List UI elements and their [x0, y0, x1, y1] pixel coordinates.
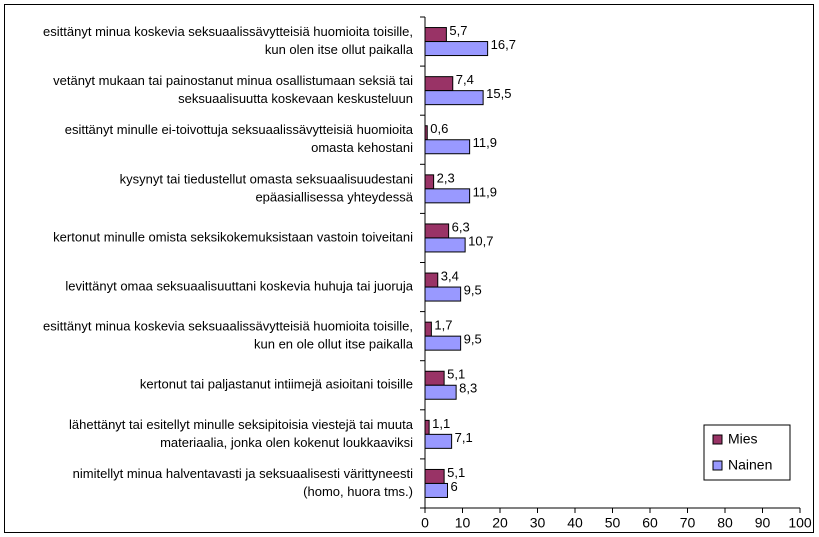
bar [424, 272, 439, 288]
y-tick-label: nimitellyt minua halventavasti ja seksua… [73, 466, 413, 481]
value-label: 9,5 [464, 332, 482, 347]
x-tick-label: 90 [755, 515, 771, 531]
y-tick-label: materiaalia, jonka olen kokenut loukkaav… [160, 435, 413, 450]
y-tick-label: esittänyt minua koskevia seksuaalissävyt… [43, 24, 413, 39]
y-tick-label: seksuaalisuutta koskevaan keskusteluun [178, 91, 413, 106]
bar [424, 321, 432, 337]
bar [424, 139, 471, 155]
x-tick-label: 0 [421, 515, 429, 531]
value-label: 5,1 [447, 367, 465, 382]
x-tick-label: 40 [567, 515, 583, 531]
bar [424, 370, 445, 386]
bar [424, 433, 453, 449]
value-label: 8,3 [459, 381, 477, 396]
x-tick-label: 10 [455, 515, 471, 531]
value-label: 2,3 [437, 170, 455, 185]
x-tick-label: 20 [492, 515, 508, 531]
value-label: 3,4 [441, 268, 459, 283]
value-label: 5,7 [449, 23, 467, 38]
bar [424, 90, 484, 106]
bar [424, 419, 430, 435]
legend-box [703, 424, 791, 481]
bar [424, 286, 462, 302]
bar [424, 482, 448, 498]
y-tick-label: kun en ole ollut itse paikalla [254, 337, 414, 352]
y-tick-label: lähettänyt tai esitellyt minulle seksipi… [69, 417, 414, 432]
bar [424, 125, 428, 141]
bar [424, 468, 445, 484]
legend-swatch [712, 434, 723, 445]
y-tick-label: vetänyt mukaan tai painostanut minua osa… [53, 73, 413, 88]
bar [424, 335, 462, 351]
y-tick-label: epäasiallisessa yhteydessä [255, 189, 413, 204]
value-label: 15,5 [486, 86, 511, 101]
x-tick-label: 70 [680, 515, 696, 531]
value-label: 1,7 [434, 318, 452, 333]
y-tick-label: esittänyt minua koskevia seksuaalissävyt… [43, 319, 413, 334]
y-tick-label: levittänyt omaa seksuaalisuuttani koskev… [65, 278, 413, 293]
value-label: 16,7 [491, 37, 516, 52]
x-tick-label: 100 [788, 515, 812, 531]
legend-label: Nainen [728, 457, 772, 473]
value-label: 5,1 [447, 465, 465, 480]
value-label: 7,4 [456, 72, 474, 87]
y-tick-label: omasta kehostani [311, 140, 413, 155]
y-tick-label: kysynyt tai tiedustellut omasta seksuaal… [120, 171, 413, 186]
value-label: 11,9 [473, 184, 497, 199]
x-tick-label: 60 [642, 515, 658, 531]
value-label: 6,3 [452, 219, 470, 234]
y-tick-label: esittänyt minulle ei-toivottuja seksuaal… [65, 122, 414, 137]
y-tick-label: kun olen itse ollut paikalla [265, 42, 414, 57]
value-label: 9,5 [464, 282, 482, 297]
bar [424, 76, 454, 92]
bar [424, 237, 466, 253]
bar [424, 188, 471, 204]
chart-frame [4, 4, 814, 533]
x-tick-label: 50 [605, 515, 621, 531]
bar [424, 41, 489, 57]
value-label: 7,1 [455, 430, 473, 445]
legend-swatch [712, 460, 723, 471]
x-tick-label: 30 [530, 515, 546, 531]
x-tick-label: 80 [717, 515, 733, 531]
value-label: 11,9 [473, 135, 497, 150]
value-label: 0,6 [430, 121, 448, 136]
y-tick-label: (homo, huora tms.) [303, 484, 413, 499]
bar [424, 384, 457, 400]
y-tick-label: kertonut minulle omista seksikokemuksist… [53, 229, 413, 244]
bar [424, 223, 450, 239]
value-label: 1,1 [432, 416, 450, 431]
bar [424, 27, 447, 43]
bar [424, 174, 435, 190]
value-label: 10,7 [468, 233, 493, 248]
y-tick-label: kertonut tai paljastanut intiimejä asioi… [140, 377, 413, 392]
legend-label: Mies [728, 431, 758, 447]
value-label: 6 [451, 479, 458, 494]
